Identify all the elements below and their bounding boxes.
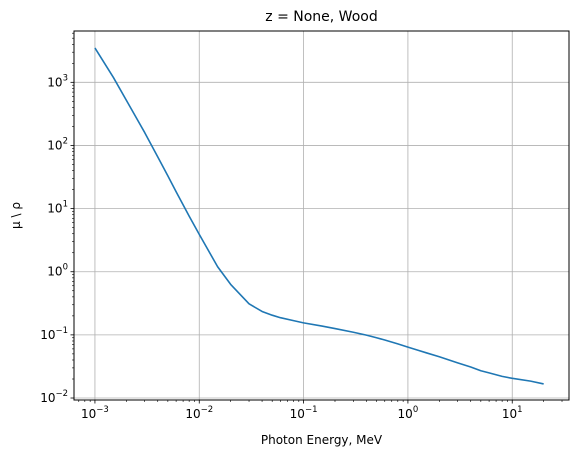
y-tick-label: 10−1 [40, 326, 68, 342]
plot-title: z = None, Wood [265, 9, 377, 25]
x-tick-label: 101 [502, 405, 523, 421]
series-line [94, 47, 544, 385]
x-tick-label: 10−1 [290, 405, 318, 421]
y-tick-label: 100 [47, 263, 68, 279]
series-layer [94, 47, 544, 385]
x-tick-label: 10−2 [185, 405, 213, 421]
y-tick-label: 103 [47, 73, 68, 89]
x-tick-label: 10−3 [81, 405, 109, 421]
x-axis-label: Photon Energy, MeV [261, 433, 383, 447]
y-tick-label: 102 [47, 136, 68, 152]
y-tick-label: 101 [47, 200, 68, 216]
grid-layer [74, 31, 569, 400]
y-axis-label: μ \ ρ [9, 202, 23, 229]
x-tick-label: 100 [398, 405, 419, 421]
plot-frame [73, 30, 570, 401]
y-tick-label: 10−2 [40, 389, 68, 405]
tick-layer: 10−3 10−2 10−1 100 101 10−2 10−1 100 101 102 103 [40, 32, 563, 421]
